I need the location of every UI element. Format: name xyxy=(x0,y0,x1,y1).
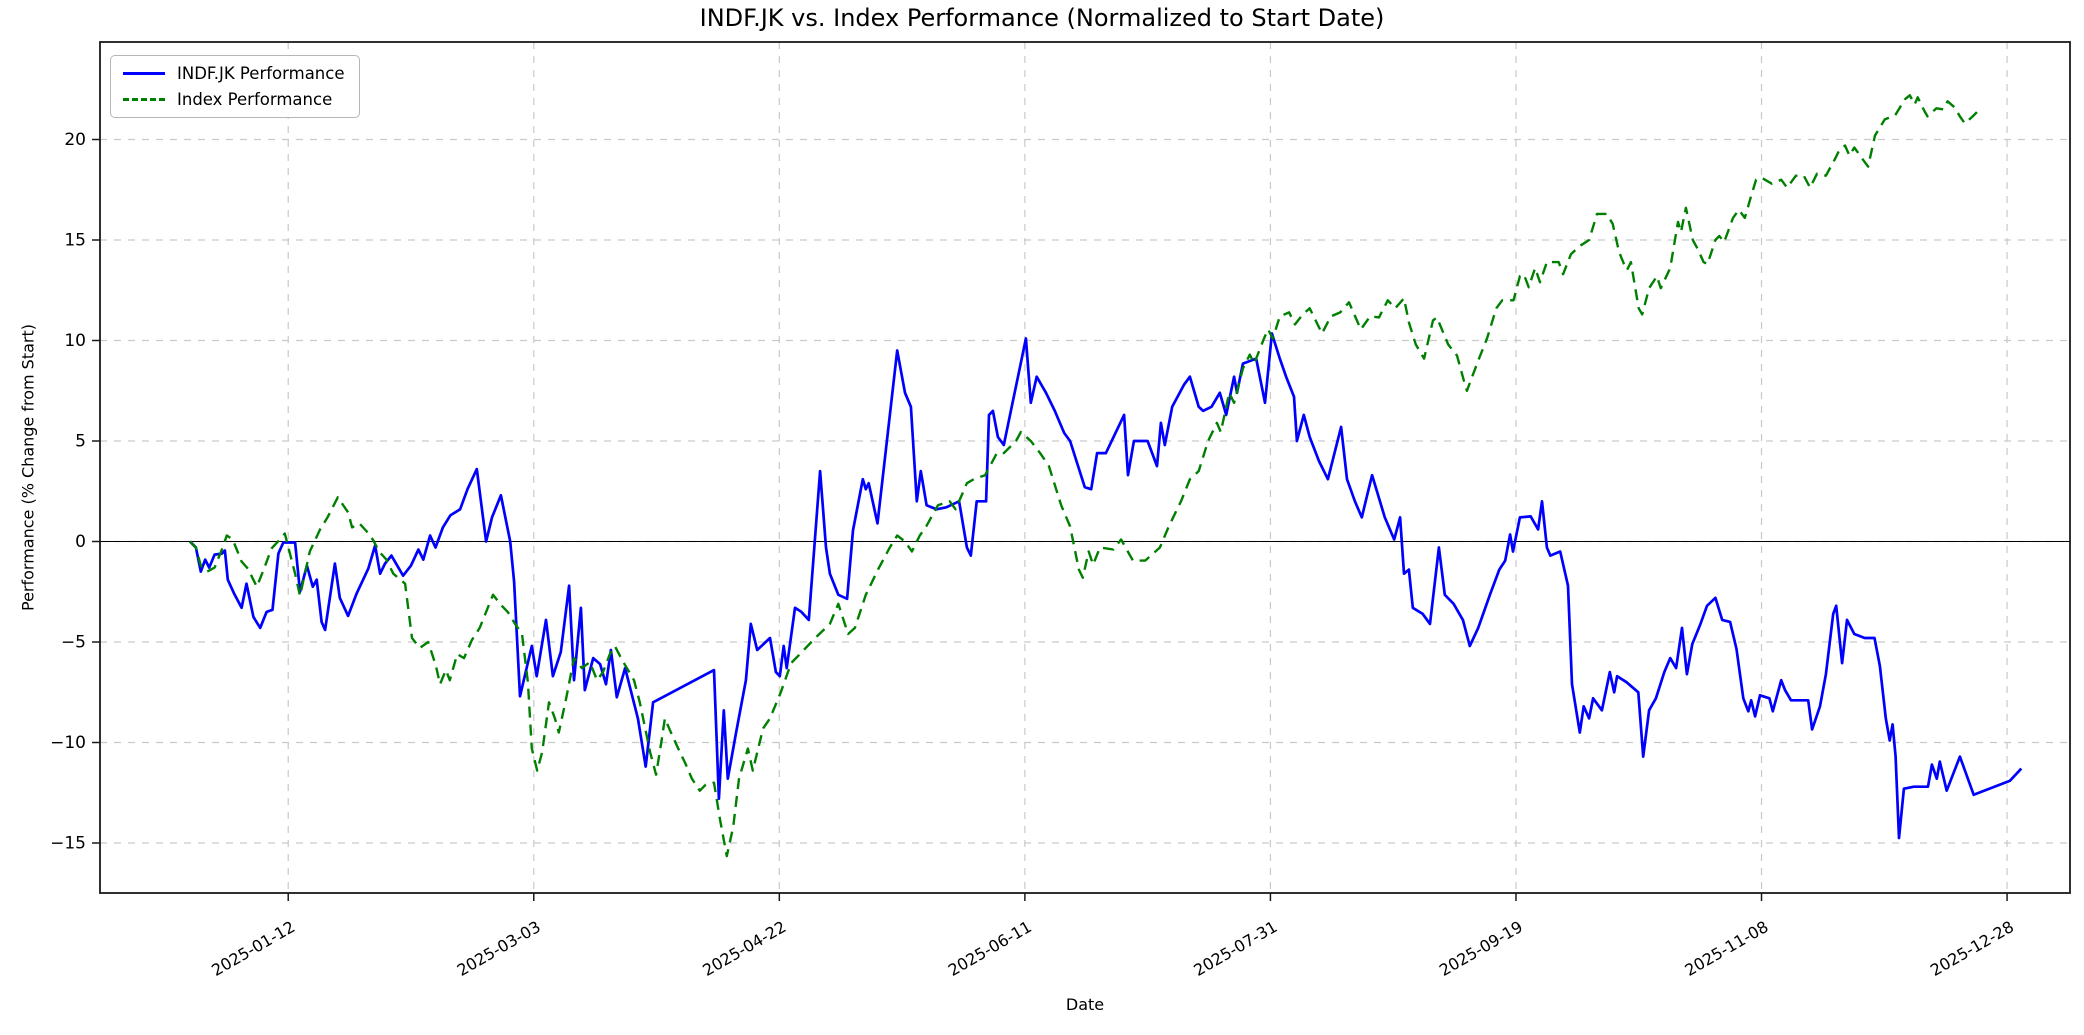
y-tick-label: −15 xyxy=(50,834,86,854)
x-tick-label: 2025-07-31 xyxy=(1190,917,1280,980)
x-tick-label: 2025-11-08 xyxy=(1681,917,1771,980)
series-line-index xyxy=(189,94,1979,858)
y-tick-label: 0 xyxy=(75,532,86,552)
legend-label-index: Index Performance xyxy=(177,90,333,109)
y-axis-label: Performance (% Change from Start) xyxy=(18,324,38,611)
legend-label-indfjk: INDF.JK Performance xyxy=(177,64,345,83)
gridlines xyxy=(100,42,2070,893)
y-tick-label: 5 xyxy=(75,432,86,452)
chart-title: INDF.JK vs. Index Performance (Normalize… xyxy=(699,4,1385,32)
legend-item-index: Index Performance xyxy=(123,90,345,109)
x-tick-label: 2025-03-03 xyxy=(454,917,544,980)
y-tick-label: 10 xyxy=(64,331,86,351)
y-tick-label: −10 xyxy=(50,733,86,753)
axis-ticks: 20 15 10 5 0 −5 −10 −15 2025-01-12 2025-03-03 2025… xyxy=(50,130,2017,980)
x-tick-label: 2025-01-12 xyxy=(208,917,298,980)
y-tick-label: 20 xyxy=(64,130,86,150)
blue-solid-line-swatch xyxy=(123,72,165,75)
legend: INDF.JK Performance Index Performance xyxy=(110,55,360,118)
green-dashed-line-swatch xyxy=(123,98,165,101)
plot-border xyxy=(99,41,2071,894)
legend-item-indfjk: INDF.JK Performance xyxy=(123,64,345,83)
x-axis-label: Date xyxy=(1065,995,1105,1014)
series-line-indfjk xyxy=(189,332,2023,840)
y-tick-label: 15 xyxy=(64,231,86,251)
x-tick-label: 2025-06-11 xyxy=(945,917,1035,980)
x-tick-label: 2025-09-19 xyxy=(1436,917,1526,980)
x-tick-label: 2025-04-22 xyxy=(699,917,789,980)
x-tick-label: 2025-12-28 xyxy=(1927,917,2017,980)
y-tick-label: −5 xyxy=(61,633,86,653)
